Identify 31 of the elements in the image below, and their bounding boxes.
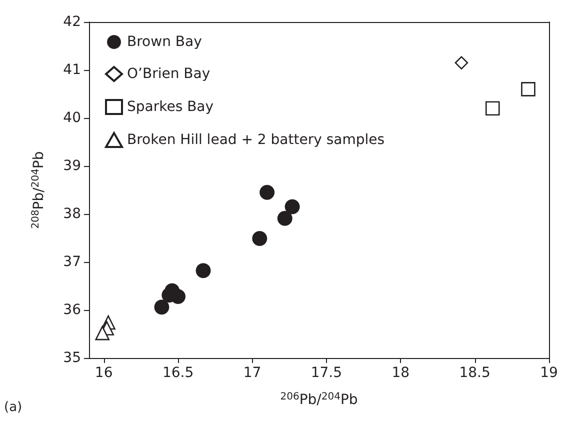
point: [521, 82, 536, 96]
point: [277, 210, 292, 226]
point: [95, 326, 110, 340]
x-tick-label: 18.5: [459, 365, 490, 381]
legend-label: Sparkes Bay: [127, 99, 214, 115]
y-tick-label: 35: [63, 350, 81, 366]
text: (a): [4, 400, 22, 415]
point: [196, 263, 211, 278]
legend-label: O’Brien Bay: [127, 66, 210, 82]
x-tick-label: 17: [243, 365, 262, 381]
y-tick-label: 42: [63, 14, 81, 30]
x-tick-label: 19: [540, 365, 558, 381]
point: [260, 184, 275, 200]
point: [252, 230, 268, 246]
legend-label: Broken Hill lead + 2 battery samples: [127, 132, 385, 148]
x-tick-label: 17.5: [310, 365, 342, 381]
point: [485, 101, 500, 116]
point: [154, 300, 170, 315]
y-tick-label: 41: [63, 62, 81, 78]
y-tick-label: 38: [63, 206, 81, 222]
x-tick-label: 16.5: [162, 365, 194, 381]
y-tick-label: 37: [63, 254, 81, 270]
y-axis-title: 208Pb/204Pb: [30, 151, 47, 229]
x-tick-label: 18: [392, 365, 410, 381]
y-tick-label: 36: [63, 302, 82, 318]
y-tick-label: 39: [63, 158, 81, 174]
legend-label: Brown Bay: [127, 34, 202, 50]
y-tick-label: 40: [63, 110, 81, 126]
point: [454, 56, 468, 70]
point: [284, 199, 300, 214]
x-tick-label: 16: [94, 365, 113, 381]
